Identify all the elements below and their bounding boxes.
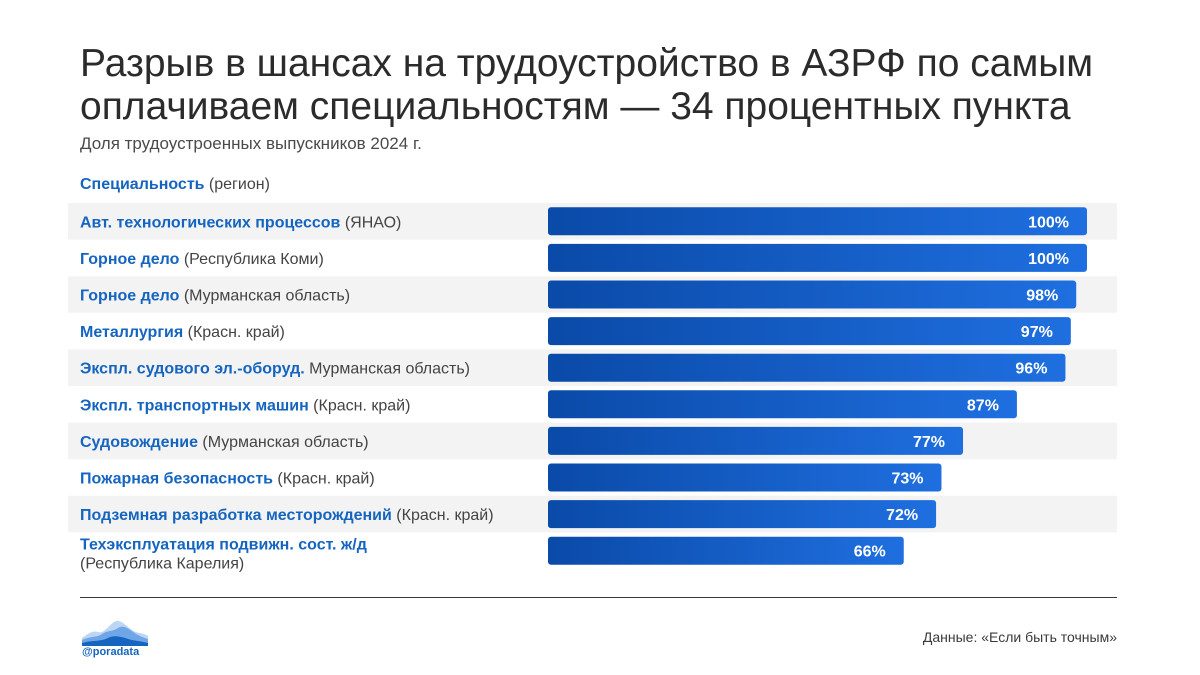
bar-value-label: 77% [913,434,945,451]
bar [548,353,1066,382]
category-label: Экспл. судового эл.-оборуд. Мурманская о… [80,361,470,378]
category-region: (Мурманская область) [198,434,369,451]
category-label: Горное дело (Республика Коми) [80,251,324,268]
poradata-logo [82,620,148,646]
bar-value-label: 87% [967,397,999,414]
bar [548,390,1017,419]
bar [548,426,964,455]
bar-chart: 100% 100% 98% 97% 96% 87% 77% 73% 72% 66% Авт. те… [68,203,1117,573]
bar-value-label: 96% [1015,361,1047,378]
column-header-light: (регион) [204,176,270,193]
bar [548,500,937,529]
category-region: (ЯНАО) [340,214,401,231]
chart-subtitle: Доля трудоустроенных выпускников 2024 г. [80,134,422,153]
category-region: Мурманская область) [305,361,470,378]
category-name: Металлургия [80,324,183,341]
column-header-bold: Специальность [80,176,205,193]
category-region: (Красн. край) [392,507,494,524]
category-region: (Мурманская область) [179,288,350,305]
category-label: Горное дело (Мурманская область) [80,288,350,305]
category-region: (Красн. край) [183,324,285,341]
bar [548,317,1071,346]
category-name: Экспл. судового эл.-оборуд. [80,361,305,378]
bar-value-label: 97% [1021,324,1053,341]
bar [548,536,904,565]
category-region: (Республика Коми) [179,251,323,268]
category-name: Авт. технологических процессов [80,214,341,231]
category-name: Судовождение [80,434,198,451]
bar [548,207,1087,236]
category-name: Горное дело [80,251,180,268]
category-name: Экспл. транспортных машин [80,397,309,414]
bar [548,463,942,492]
chart-title: Разрыв в шансах на трудоустройство в АЗР… [80,42,1094,128]
category-name: Горное дело [80,288,180,305]
category-region: (Республика Карелия) [80,556,244,573]
category-name: Пожарная безопасность [80,471,273,488]
category-label: Металлургия (Красн. край) [80,324,285,341]
category-label: Техэксплуатация подвижн. сост. ж/д (Респу… [80,537,367,573]
bar-value-label: 72% [886,507,918,524]
bar-value-label: 100% [1028,251,1069,268]
brand-handle: @poradata [82,646,140,658]
bar-value-label: 73% [891,471,923,488]
category-label: Экспл. транспортных машин (Красн. край) [80,397,410,414]
category-region: (Красн. край) [273,471,375,488]
column-header: Специальность (регион) [80,176,270,194]
category-label: Авт. технологических процессов (ЯНАО) [80,214,401,231]
category-label: Судовождение (Мурманская область) [80,434,369,451]
category-label: Подземная разработка месторождений (Крас… [80,507,494,524]
bar [548,243,1087,272]
category-name: Подземная разработка месторождений [80,507,392,524]
bar-value-label: 98% [1026,288,1058,305]
category-name: Техэксплуатация подвижн. сост. ж/д [80,537,367,554]
bar-value-label: 66% [854,544,886,561]
footer-divider [80,597,1117,598]
bar-value-label: 100% [1028,214,1069,231]
category-region: (Красн. край) [309,397,411,414]
bar [548,280,1077,309]
source-note: Данные: «Если быть точным» [922,629,1117,645]
category-label: Пожарная безопасность (Красн. край) [80,471,375,488]
